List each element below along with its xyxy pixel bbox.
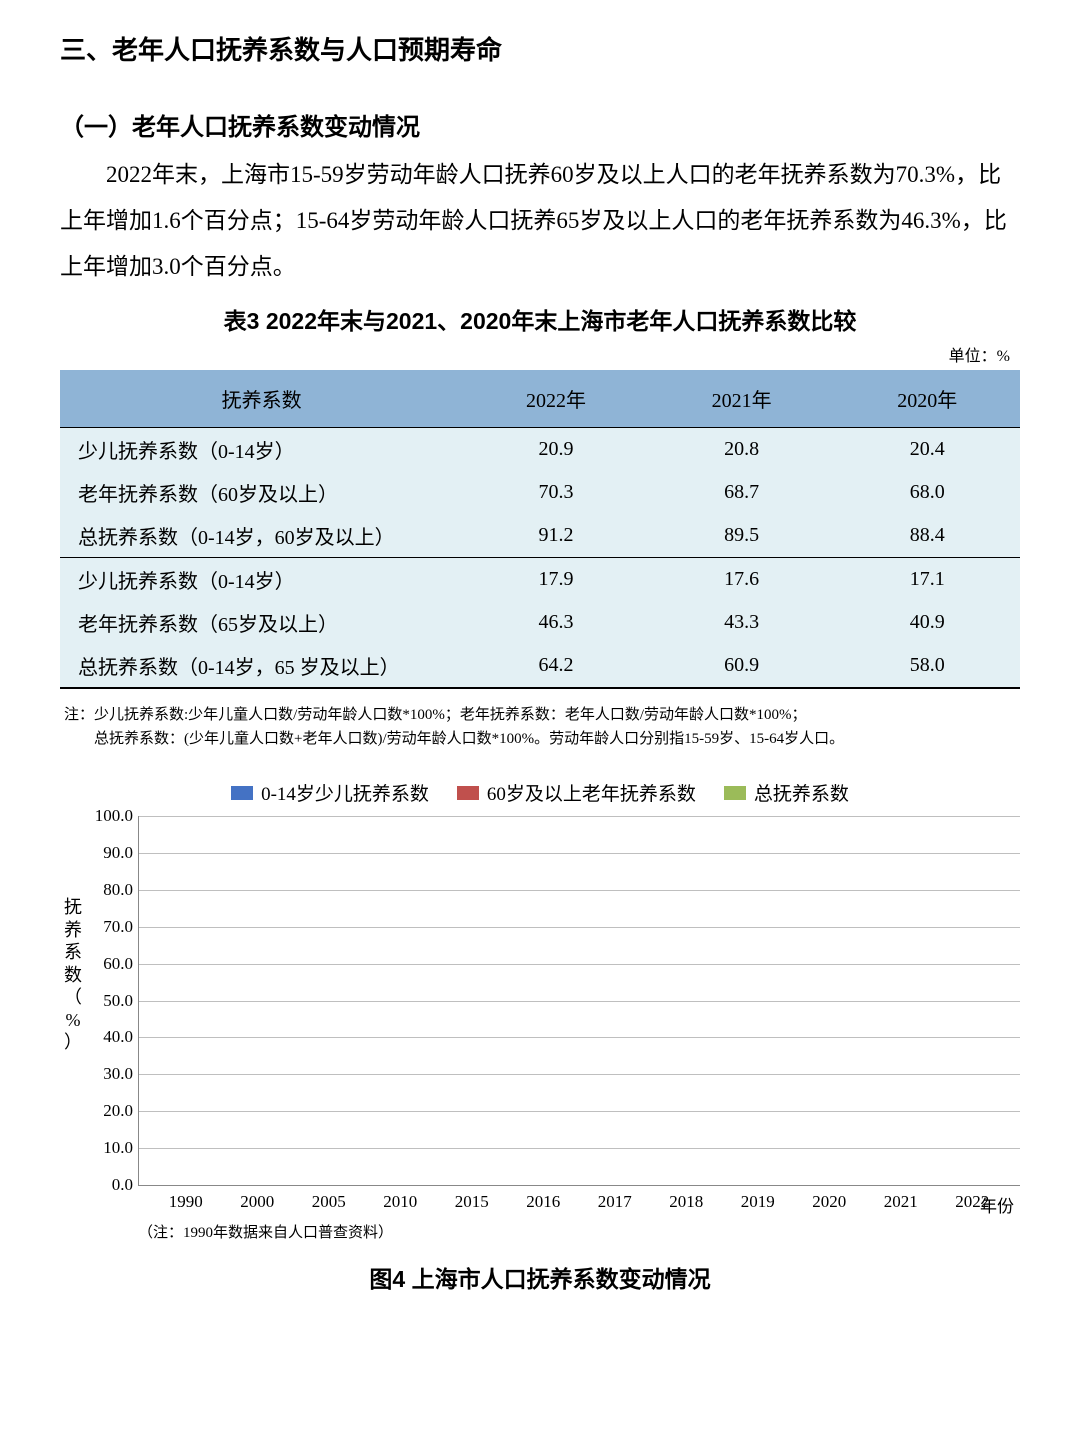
x-tick-label: 2020 bbox=[794, 1192, 866, 1212]
chart-plot-area: 0.010.020.030.040.050.060.070.080.090.01… bbox=[138, 816, 1020, 1186]
cell-value: 60.9 bbox=[649, 644, 835, 688]
cell-value: 88.4 bbox=[834, 514, 1020, 558]
y-tick-label: 20.0 bbox=[89, 1101, 133, 1121]
y-tick-label: 0.0 bbox=[89, 1175, 133, 1195]
dependency-ratio-table: 抚养系数 2022年 2021年 2020年 少儿抚养系数（0-14岁）20.9… bbox=[60, 370, 1020, 689]
table-note-line: 总抚养系数：(少年儿童人口数+老年人口数)/劳动年龄人口数*100%。劳动年龄人… bbox=[64, 727, 1020, 751]
legend-item: 0-14岁少儿抚养系数 bbox=[231, 779, 429, 806]
chart-legend: 0-14岁少儿抚养系数 60岁及以上老年抚养系数 总抚养系数 bbox=[60, 779, 1020, 806]
cell-value: 43.3 bbox=[649, 601, 835, 644]
gridline bbox=[139, 1001, 1020, 1002]
subsection-title: （一）老年人口抚养系数变动情况 bbox=[60, 107, 1020, 142]
x-tick-label: 2021 bbox=[865, 1192, 937, 1212]
y-tick-label: 60.0 bbox=[89, 954, 133, 974]
x-tick-label: 2019 bbox=[722, 1192, 794, 1212]
cell-value: 20.8 bbox=[649, 428, 835, 472]
col-header: 抚养系数 bbox=[60, 370, 463, 428]
cell-value: 20.4 bbox=[834, 428, 1020, 472]
x-axis-ticks: 1990200020052010201520162017201820192020… bbox=[138, 1192, 1020, 1212]
y-tick-label: 100.0 bbox=[89, 806, 133, 826]
y-tick-label: 80.0 bbox=[89, 880, 133, 900]
cell-value: 17.1 bbox=[834, 558, 1020, 602]
gridline bbox=[139, 1037, 1020, 1038]
col-header: 2020年 bbox=[834, 370, 1020, 428]
x-tick-label: 2016 bbox=[508, 1192, 580, 1212]
legend-item: 60岁及以上老年抚养系数 bbox=[457, 779, 696, 806]
cell-value: 40.9 bbox=[834, 601, 1020, 644]
gridline bbox=[139, 853, 1020, 854]
y-tick-label: 70.0 bbox=[89, 917, 133, 937]
table-note-line: 注：少儿抚养系数:少年儿童人口数/劳动年龄人口数*100%；老年抚养系数：老年人… bbox=[64, 703, 1020, 727]
cell-value: 17.9 bbox=[463, 558, 649, 602]
x-tick-label: 2000 bbox=[222, 1192, 294, 1212]
table-title: 表3 2022年末与2021、2020年末上海市老年人口抚养系数比较 bbox=[60, 302, 1020, 336]
cell-value: 58.0 bbox=[834, 644, 1020, 688]
x-tick-label: 2005 bbox=[293, 1192, 365, 1212]
row-label: 总抚养系数（0-14岁，65 岁及以上） bbox=[60, 644, 463, 688]
legend-swatch bbox=[724, 786, 746, 800]
table-row: 少儿抚养系数（0-14岁）17.917.617.1 bbox=[60, 558, 1020, 602]
y-tick-label: 40.0 bbox=[89, 1027, 133, 1047]
row-label: 少儿抚养系数（0-14岁） bbox=[60, 558, 463, 602]
row-label: 总抚养系数（0-14岁，60岁及以上） bbox=[60, 514, 463, 558]
table-header-row: 抚养系数 2022年 2021年 2020年 bbox=[60, 370, 1020, 428]
cell-value: 17.6 bbox=[649, 558, 835, 602]
table-row: 老年抚养系数（65岁及以上）46.343.340.9 bbox=[60, 601, 1020, 644]
table-row: 总抚养系数（0-14岁，60岁及以上）91.289.588.4 bbox=[60, 514, 1020, 558]
cell-value: 68.0 bbox=[834, 471, 1020, 514]
chart-title: 图4 上海市人口抚养系数变动情况 bbox=[60, 1260, 1020, 1294]
cell-value: 46.3 bbox=[463, 601, 649, 644]
x-tick-label: 2010 bbox=[365, 1192, 437, 1212]
table-unit: 单位：% bbox=[60, 342, 1020, 366]
cell-value: 20.9 bbox=[463, 428, 649, 472]
gridline bbox=[139, 927, 1020, 928]
row-label: 老年抚养系数（60岁及以上） bbox=[60, 471, 463, 514]
col-header: 2022年 bbox=[463, 370, 649, 428]
x-tick-label: 2015 bbox=[436, 1192, 508, 1212]
cell-value: 68.7 bbox=[649, 471, 835, 514]
cell-value: 64.2 bbox=[463, 644, 649, 688]
section-title: 三、老年人口抚养系数与人口预期寿命 bbox=[60, 30, 1020, 67]
gridline bbox=[139, 1111, 1020, 1112]
gridline bbox=[139, 890, 1020, 891]
cell-value: 70.3 bbox=[463, 471, 649, 514]
row-label: 老年抚养系数（65岁及以上） bbox=[60, 601, 463, 644]
col-header: 2021年 bbox=[649, 370, 835, 428]
dependency-ratio-chart: 0-14岁少儿抚养系数 60岁及以上老年抚养系数 总抚养系数 抚养系数（%） 0.0… bbox=[60, 779, 1020, 1294]
x-tick-label: 2017 bbox=[579, 1192, 651, 1212]
legend-swatch bbox=[231, 786, 253, 800]
y-tick-label: 90.0 bbox=[89, 843, 133, 863]
gridline bbox=[139, 816, 1020, 817]
table-row: 老年抚养系数（60岁及以上）70.368.768.0 bbox=[60, 471, 1020, 514]
cell-value: 91.2 bbox=[463, 514, 649, 558]
table-note: 注：少儿抚养系数:少年儿童人口数/劳动年龄人口数*100%；老年抚养系数：老年人… bbox=[60, 703, 1020, 751]
body-paragraph: 2022年末，上海市15-59岁劳动年龄人口抚养60岁及以上人口的老年抚养系数为… bbox=[60, 152, 1020, 290]
gridline bbox=[139, 1074, 1020, 1075]
x-tick-label: 2018 bbox=[651, 1192, 723, 1212]
x-tick-label: 1990 bbox=[150, 1192, 222, 1212]
gridline bbox=[139, 964, 1020, 965]
legend-swatch bbox=[457, 786, 479, 800]
cell-value: 89.5 bbox=[649, 514, 835, 558]
y-tick-label: 30.0 bbox=[89, 1064, 133, 1084]
row-label: 少儿抚养系数（0-14岁） bbox=[60, 428, 463, 472]
chart-note: （注：1990年数据来自人口普查资料） bbox=[138, 1221, 1020, 1242]
legend-item: 总抚养系数 bbox=[724, 779, 849, 806]
gridline bbox=[139, 1148, 1020, 1149]
table-row: 总抚养系数（0-14岁，65 岁及以上）64.260.958.0 bbox=[60, 644, 1020, 688]
y-tick-label: 50.0 bbox=[89, 991, 133, 1011]
y-axis-label: 抚养系数（%） bbox=[60, 816, 86, 1054]
table-row: 少儿抚养系数（0-14岁）20.920.820.4 bbox=[60, 428, 1020, 472]
y-tick-label: 10.0 bbox=[89, 1138, 133, 1158]
